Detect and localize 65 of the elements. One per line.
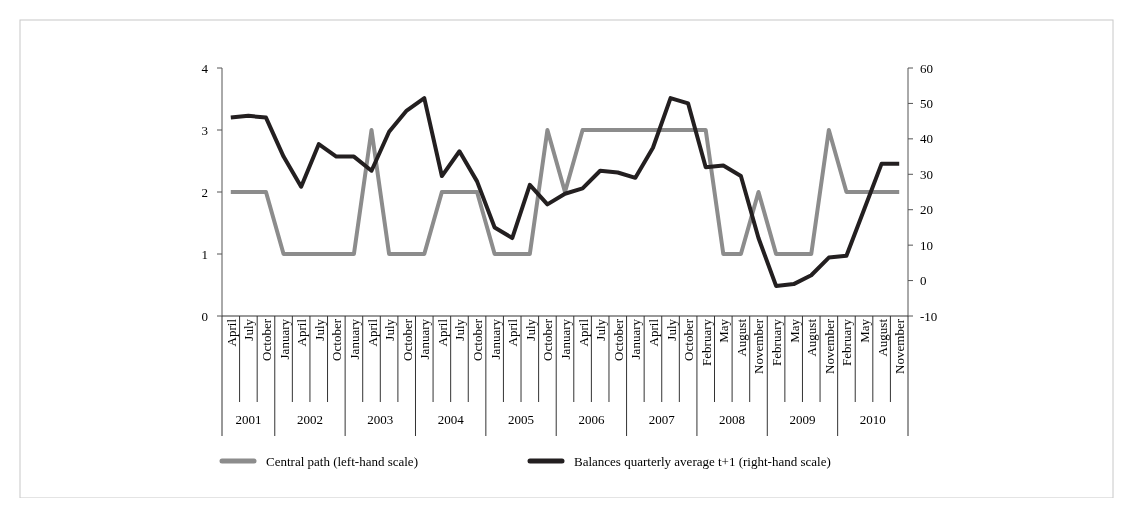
text: 2010	[859, 412, 886, 427]
x-tick-label: August	[804, 318, 820, 357]
text: 2005	[508, 412, 535, 427]
x-tick-label: February	[769, 318, 785, 366]
x-tick-label: April	[575, 318, 591, 347]
y2-tick-label: 60	[920, 60, 933, 76]
text: 2001	[235, 412, 262, 427]
x-tick-label: May	[786, 318, 802, 343]
y-tick-label: 4	[201, 60, 209, 76]
legend-label: Central path (left-hand scale)	[266, 453, 418, 469]
y-tick-label: 2	[201, 184, 208, 200]
line-series	[228, 96, 902, 288]
x-tick-label: October	[610, 318, 626, 361]
y2-tick-label: 40	[920, 131, 933, 147]
x-tick-label: August	[733, 318, 749, 357]
x-tick-label: April	[645, 318, 661, 347]
y2-tick-label: -10	[920, 308, 938, 324]
x-tick-label: February	[839, 318, 855, 366]
x-tick-label: January	[558, 318, 573, 360]
text: 2007	[648, 412, 676, 427]
x-tick-label: October	[258, 318, 274, 361]
x-tick-label: May	[857, 318, 873, 343]
y2-tick-label: 20	[920, 202, 933, 218]
x-tick-label: January	[276, 318, 292, 360]
x-tick-label: April	[294, 318, 310, 347]
x-tick-label: July	[593, 318, 609, 341]
x-tick-label: October	[329, 318, 345, 361]
x-tick-label: January	[628, 318, 644, 360]
text: 2008	[719, 412, 746, 427]
y-tick-label: 0	[201, 308, 208, 324]
y-tick-label: 1	[201, 246, 208, 262]
x-tick-label: July	[241, 318, 257, 341]
x-tick-label: July	[382, 318, 398, 341]
x-tick-label: November	[892, 318, 908, 374]
x-tick-label: August	[874, 318, 890, 357]
x-tick-label: November	[821, 318, 837, 374]
x-tick-label: April	[434, 318, 450, 347]
x-tick-label: January	[346, 318, 362, 360]
x-tick-label: October	[399, 318, 415, 361]
x-tick-label: October	[681, 318, 697, 361]
x-tick-label: April	[505, 318, 521, 347]
text: 2004	[437, 412, 465, 427]
y-tick-label: 3	[201, 122, 208, 138]
x-tick-label: October	[540, 318, 556, 361]
x-tick-label: October	[470, 318, 486, 361]
text: 2009	[789, 412, 816, 427]
text: 2006	[578, 412, 605, 427]
legend-label: Balances quarterly average t+1 (right-hand scale)	[574, 453, 831, 469]
x-tick-label: July	[452, 318, 468, 341]
y2-tick-label: 30	[920, 166, 933, 182]
x-tick-label: April	[364, 318, 380, 347]
x-tick-label: July	[522, 318, 538, 341]
text: 2003	[367, 412, 394, 427]
text: 2002	[296, 412, 323, 427]
x-tick-label: April	[223, 318, 239, 347]
y2-tick-label: 0	[920, 273, 927, 289]
x-tick-label: February	[698, 318, 714, 366]
x-tick-label: November	[751, 318, 767, 374]
x-tick-label: May	[716, 318, 732, 343]
y2-tick-label: 10	[920, 237, 933, 253]
y2-tick-label: 50	[920, 95, 933, 111]
x-tick-label: January	[417, 318, 433, 360]
x-tick-label: July	[663, 318, 679, 341]
x-tick-label: January	[487, 318, 503, 360]
x-tick-label: July	[311, 318, 327, 341]
